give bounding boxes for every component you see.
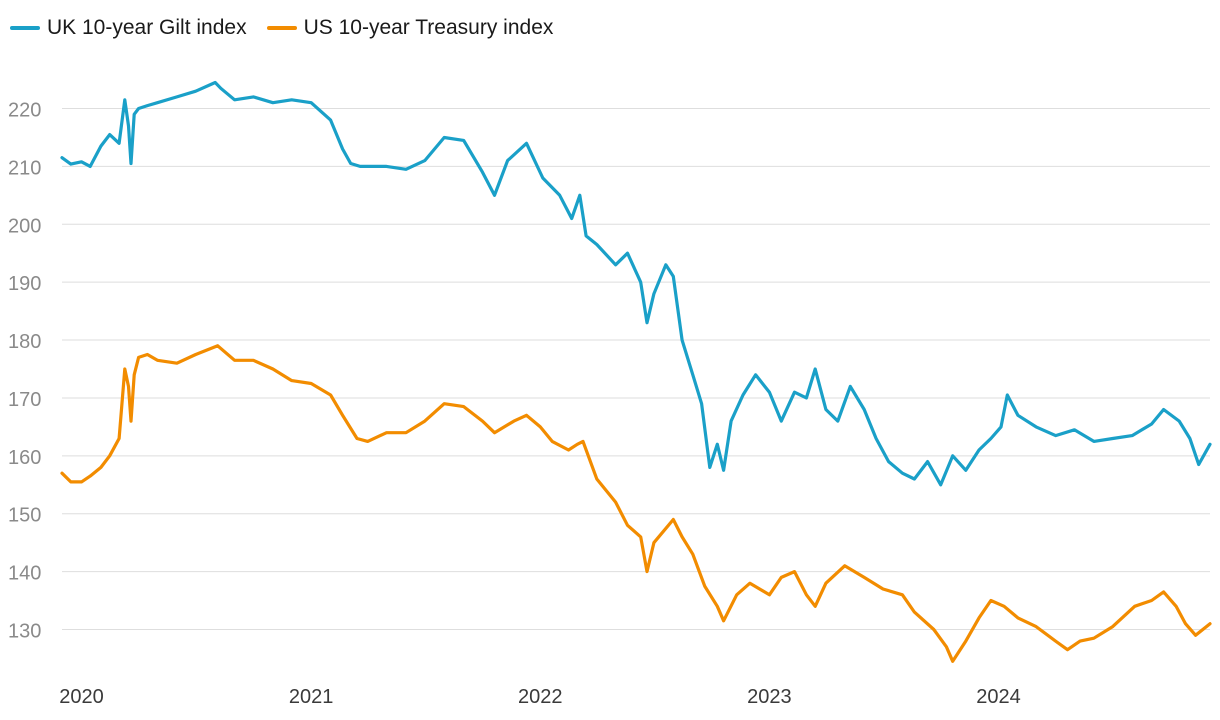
legend-item-uk-gilt[interactable]: UK 10-year Gilt index	[10, 16, 247, 40]
x-tick-label: 2020	[59, 686, 104, 708]
legend-label-us-treasury: US 10-year Treasury index	[303, 16, 554, 39]
x-tick-label: 2021	[289, 686, 334, 708]
series-line-1[interactable]	[60, 344, 1212, 663]
y-axis: 130 140 150 160 170 180 190 200 210 220	[8, 100, 41, 643]
legend-label-uk-gilt: UK 10-year Gilt index	[47, 16, 247, 39]
y-tick-label: 190	[8, 273, 41, 295]
y-tick-label: 200	[8, 215, 41, 237]
x-tick-label: 2023	[747, 686, 792, 708]
x-tick-label: 2024	[976, 686, 1021, 708]
y-tick-label: 140	[8, 563, 41, 585]
y-tick-label: 130	[8, 620, 41, 642]
legend: UK 10-year Gilt index US 10-year Treasur…	[10, 16, 553, 40]
x-tick-label: 2022	[518, 686, 563, 708]
y-tick-label: 180	[8, 331, 41, 353]
y-tick-label: 170	[8, 389, 41, 411]
legend-swatch-us-treasury	[266, 26, 297, 30]
y-tick-label: 160	[8, 447, 41, 469]
y-tick-label: 220	[8, 100, 41, 122]
y-tick-label: 210	[8, 157, 41, 179]
legend-item-us-treasury[interactable]: US 10-year Treasury index	[266, 16, 554, 40]
legend-swatch-uk-gilt	[10, 26, 40, 30]
x-axis: 2020 2021 2022 2023 2024	[59, 686, 1021, 708]
series-lines	[60, 80, 1212, 663]
gridlines	[62, 108, 1210, 630]
series-line-0[interactable]	[60, 80, 1212, 487]
y-tick-label: 150	[8, 505, 41, 527]
